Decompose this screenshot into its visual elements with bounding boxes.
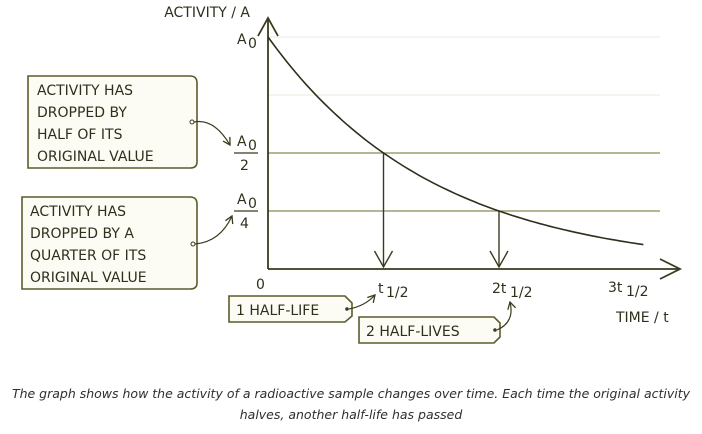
y-tick-a0-half: A 0 2 [234, 134, 258, 174]
half-life-guides [373, 153, 509, 269]
svg-text:HALF OF ITS: HALF OF ITS [37, 127, 123, 143]
svg-text:0: 0 [248, 36, 257, 52]
x-axis-label: TIME / t [615, 310, 669, 326]
decay-curve [267, 36, 644, 246]
svg-text:1/2: 1/2 [510, 285, 533, 301]
y-axis-label: ACTIVITY / A [164, 5, 250, 21]
quarter-annotation-box: ACTIVITY HAS DROPPED BY A QUARTER OF ITS… [21, 196, 234, 290]
svg-text:ACTIVITY HAS: ACTIVITY HAS [37, 83, 133, 99]
svg-text:4: 4 [240, 216, 249, 232]
half-annotation-box: ACTIVITY HAS DROPPED BY HALF OF ITS ORIG… [27, 75, 231, 169]
svg-text:ORIGINAL VALUE: ORIGINAL VALUE [30, 270, 147, 286]
x-tick-2t-half: 2t 1/2 [492, 281, 533, 301]
svg-text:QUARTER OF ITS: QUARTER OF ITS [30, 248, 146, 264]
x-tick-3t-half: 3t 1/2 [608, 280, 649, 300]
svg-text:1/2: 1/2 [626, 284, 649, 300]
svg-text:3t: 3t [608, 280, 623, 296]
svg-text:DROPPED BY: DROPPED BY [37, 105, 127, 121]
svg-text:DROPPED BY A: DROPPED BY A [30, 226, 134, 242]
svg-text:2 HALF-LIVES: 2 HALF-LIVES [366, 324, 460, 340]
svg-text:A: A [237, 192, 247, 208]
svg-text:t: t [378, 281, 384, 297]
y-axis-arrowhead [257, 16, 279, 37]
x-tick-t-half: t 1/2 [378, 281, 409, 301]
guide-arrowhead [489, 250, 509, 269]
half-life-diagram: ACTIVITY / A TIME / t 0 A 0 A 0 2 A 0 4 … [21, 5, 683, 344]
svg-text:2t: 2t [492, 281, 507, 297]
grid-lines [268, 36, 660, 212]
y-tick-a0-quarter: A 0 4 [234, 192, 258, 232]
y-tick-a0: A 0 [237, 32, 257, 52]
svg-text:1 HALF-LIFE: 1 HALF-LIFE [236, 303, 319, 319]
svg-text:ORIGINAL VALUE: ORIGINAL VALUE [37, 149, 154, 165]
figure-caption: The graph shows how the activity of a ra… [11, 386, 691, 422]
svg-text:1/2: 1/2 [386, 285, 409, 301]
svg-text:0: 0 [248, 196, 257, 212]
svg-text:2: 2 [240, 158, 249, 174]
origin-label: 0 [256, 277, 265, 293]
one-half-life-tag: 1 HALF-LIFE [228, 294, 376, 323]
svg-text:ACTIVITY HAS: ACTIVITY HAS [30, 204, 126, 220]
svg-text:0: 0 [248, 138, 257, 154]
x-axis-arrowhead [659, 258, 683, 280]
svg-text:A: A [237, 134, 247, 150]
guide-arrowhead [373, 250, 394, 269]
two-half-lives-tag: 2 HALF-LIVES [358, 300, 517, 344]
svg-text:A: A [237, 32, 247, 48]
